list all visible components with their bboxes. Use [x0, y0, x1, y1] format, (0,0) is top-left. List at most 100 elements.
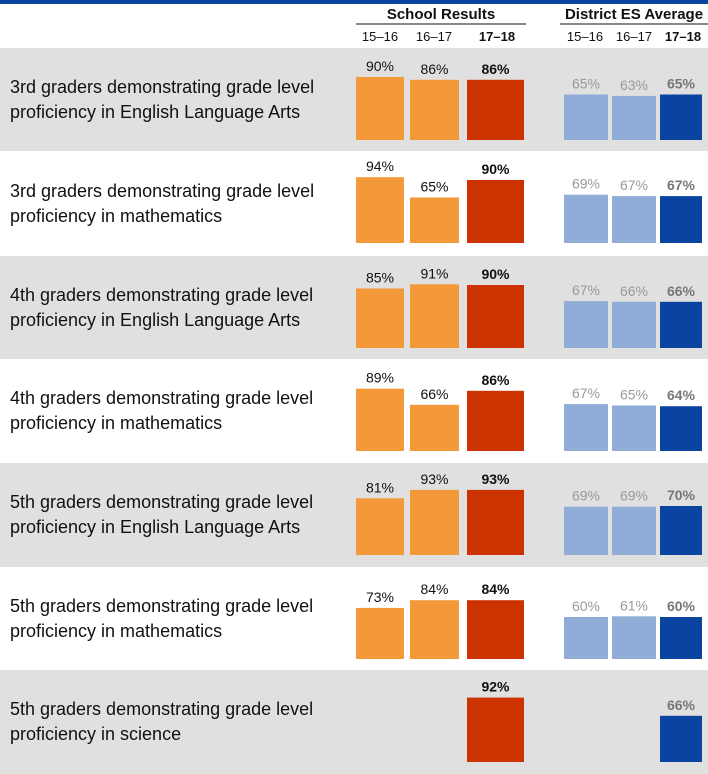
district-bar — [660, 196, 702, 243]
row-label: 3rd graders demonstrating grade level pr… — [10, 151, 355, 256]
district-bar — [660, 406, 702, 451]
value-labels: 90% 86% 86% 65% 63% 65% 94% 65% 90% 69% 67% 67% 85% 9… — [366, 58, 696, 713]
school-bar — [356, 498, 404, 555]
row-label: 4th graders demonstrating grade level pr… — [10, 359, 355, 463]
row-label: 5th graders demonstrating grade level pr… — [10, 463, 355, 567]
district-bar — [564, 617, 608, 659]
district-value-label: 60% — [572, 598, 600, 614]
district-bar — [660, 506, 702, 555]
period-label: 16–17 — [616, 29, 652, 44]
school-bar — [467, 285, 524, 348]
row-label: 3rd graders demonstrating grade level pr… — [10, 48, 355, 151]
school-bar — [356, 607, 404, 659]
row-label-text: 4th graders demonstrating grade level pr… — [10, 284, 314, 330]
district-bar — [660, 617, 702, 659]
district-bar — [564, 404, 608, 451]
district-value-label: 67% — [667, 177, 696, 193]
school-value-label: 86% — [481, 372, 510, 388]
district-value-label: 69% — [572, 176, 600, 192]
row-label-text: 3rd graders demonstrating grade level pr… — [10, 180, 315, 226]
district-bar — [612, 506, 656, 555]
row-label-text: 5th graders demonstrating grade level pr… — [10, 492, 314, 537]
district-value-label: 65% — [620, 387, 648, 403]
header-accent-bar — [0, 0, 708, 4]
school-bar — [467, 79, 524, 140]
district-bar — [564, 194, 608, 243]
school-bar — [467, 697, 524, 762]
district-bar — [612, 405, 656, 451]
school-bar — [410, 404, 459, 451]
district-bar — [612, 95, 656, 140]
district-value-label: 67% — [572, 282, 600, 298]
period-label: 15–16 — [362, 29, 398, 44]
row-label: 5th graders demonstrating grade level pr… — [10, 670, 355, 774]
district-bar — [660, 715, 702, 762]
school-value-label: 92% — [481, 679, 510, 695]
district-bar — [612, 196, 656, 243]
district-bar — [564, 301, 608, 348]
district-value-label: 60% — [667, 598, 696, 614]
school-value-label: 86% — [481, 61, 510, 77]
district-value-label: 69% — [620, 488, 648, 504]
school-bar — [467, 600, 524, 659]
school-bar — [410, 197, 459, 243]
row-label-text: 4th graders demonstrating grade level pr… — [10, 388, 314, 433]
row-label: 4th graders demonstrating grade level pr… — [10, 256, 355, 359]
district-value-label: 64% — [667, 387, 696, 403]
district-bar — [564, 94, 608, 140]
district-value-label: 63% — [620, 77, 648, 93]
district-value-label: 66% — [667, 283, 696, 299]
row-label-text: 5th graders demonstrating grade level pr… — [10, 595, 314, 641]
row-shades — [0, 48, 708, 774]
school-value-label: 81% — [366, 479, 394, 495]
school-value-label: 90% — [481, 161, 510, 177]
school-value-label: 65% — [420, 179, 448, 195]
district-value-label: 66% — [667, 697, 696, 713]
school-bar — [356, 288, 404, 348]
school-value-label: 84% — [420, 581, 448, 597]
school-value-label: 93% — [420, 471, 448, 487]
period-label: 17–18 — [665, 29, 701, 44]
group-header: District ES Average — [565, 6, 703, 23]
chart-bars — [356, 77, 702, 762]
district-bar — [612, 301, 656, 348]
school-value-label: 66% — [420, 386, 448, 402]
district-value-label: 70% — [667, 487, 696, 503]
period-label: 15–16 — [567, 29, 603, 44]
school-value-label: 85% — [366, 270, 394, 286]
school-value-label: 84% — [481, 581, 510, 597]
row-label-text: 5th graders demonstrating grade level pr… — [10, 699, 314, 744]
row-label: 5th graders demonstrating grade level pr… — [10, 567, 355, 670]
school-value-label: 90% — [366, 58, 394, 74]
school-bar — [467, 390, 524, 451]
district-bar — [660, 301, 702, 348]
school-value-label: 93% — [481, 471, 510, 487]
school-bar — [410, 79, 459, 140]
school-value-label: 86% — [420, 61, 448, 77]
district-bar — [564, 506, 608, 555]
school-value-label: 94% — [366, 158, 394, 174]
school-bar — [356, 388, 404, 451]
district-value-label: 67% — [572, 385, 600, 401]
row-shade — [0, 670, 708, 774]
group-header: School Results — [387, 6, 495, 23]
school-value-label: 90% — [481, 266, 510, 282]
school-bar — [410, 489, 459, 555]
period-label: 16–17 — [416, 29, 452, 44]
district-value-label: 67% — [620, 177, 648, 193]
group-headers: School Results 15–16 16–17 17–18 District ES… — [356, 6, 708, 44]
school-bar — [356, 177, 404, 243]
row-label-text: 3rd graders demonstrating grade level pr… — [10, 76, 315, 122]
school-value-label: 89% — [366, 370, 394, 386]
school-value-label: 91% — [420, 265, 448, 281]
school-bar — [467, 489, 524, 555]
district-bar — [612, 616, 656, 659]
period-label: 17–18 — [479, 29, 515, 44]
school-bar — [467, 180, 524, 243]
district-bar — [660, 94, 702, 140]
school-bar — [410, 284, 459, 348]
school-bar — [356, 77, 404, 140]
school-value-label: 73% — [366, 589, 394, 605]
district-value-label: 65% — [667, 76, 696, 92]
